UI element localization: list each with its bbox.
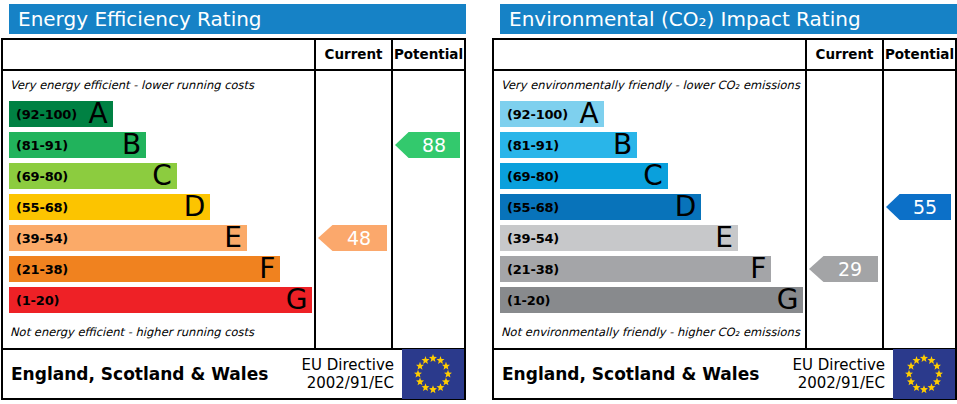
band-row-e: (39-54) E [500, 225, 805, 251]
eu-directive-label: EU Directive 2002/91/EC [302, 356, 394, 392]
band-range-label: (81-91) [9, 138, 68, 153]
band-bar: (92-100) A [9, 101, 113, 127]
current-rating-arrow: 48 [318, 225, 387, 251]
band-letter: F [259, 257, 280, 281]
band-row-g: (1-20) G [500, 287, 805, 313]
band-letter: D [675, 195, 702, 219]
band-range-label: (39-54) [9, 231, 68, 246]
potential-rating-arrow: 88 [395, 132, 460, 158]
rating-panel: Environmental (CO₂) Impact Rating Curren… [492, 4, 957, 400]
eu-directive-line2: 2002/91/EC [793, 374, 885, 392]
panel-title: Environmental (CO₂) Impact Rating [500, 4, 957, 34]
potential-value-column: 55 [882, 71, 955, 348]
band-chart-area: Very energy efficient - lower running co… [3, 71, 314, 348]
band-row-d: (55-68) D [500, 194, 805, 220]
band-row-f: (21-38) F [500, 256, 805, 282]
band-row-a: (92-100) A [500, 101, 805, 127]
table-corner-cell [3, 40, 314, 71]
band-range-label: (21-38) [9, 262, 68, 277]
band-letter: G [777, 288, 804, 312]
band-chart-area: Very environmentally friendly - lower CO… [494, 71, 805, 348]
band-range-label: (55-68) [9, 200, 68, 215]
eu-flag-icon [893, 349, 955, 399]
table-footer: England, Scotland & Wales EU Directive 2… [494, 348, 955, 398]
region-label: England, Scotland & Wales [3, 364, 302, 384]
band-bar: (1-20) G [500, 287, 803, 313]
potential-column-header: Potential [882, 40, 955, 71]
band-range-label: (92-100) [500, 107, 568, 122]
eu-directive-line2: 2002/91/EC [302, 374, 394, 392]
bottom-caption: Not energy efficient - higher running co… [10, 325, 254, 339]
band-row-c: (69-80) C [500, 163, 805, 189]
band-list: (92-100) A (81-91) B (69-80) C (55-68) D (39-54)… [500, 101, 805, 318]
band-bar: (21-38) F [500, 256, 771, 282]
band-letter: B [613, 133, 637, 157]
top-caption: Very environmentally friendly - lower CO… [501, 78, 800, 92]
bottom-caption: Not environmentally friendly - higher CO… [501, 325, 800, 339]
band-bar: (92-100) A [500, 101, 604, 127]
potential-column-header: Potential [391, 40, 464, 71]
band-range-label: (81-91) [500, 138, 559, 153]
band-row-e: (39-54) E [9, 225, 314, 251]
current-value-column: 29 [805, 71, 882, 348]
band-row-c: (69-80) C [9, 163, 314, 189]
band-letter: E [224, 226, 247, 250]
eu-directive-label: EU Directive 2002/91/EC [793, 356, 885, 392]
band-bar: (69-80) C [500, 163, 668, 189]
band-bar: (69-80) C [9, 163, 177, 189]
eu-flag-icon [402, 349, 464, 399]
band-letter: D [184, 195, 211, 219]
band-row-b: (81-91) B [500, 132, 805, 158]
band-letter: B [122, 133, 146, 157]
current-column-header: Current [805, 40, 882, 71]
band-letter: A [580, 102, 604, 126]
band-row-f: (21-38) F [9, 256, 314, 282]
eu-directive-line1: EU Directive [302, 356, 394, 374]
band-bar: (39-54) E [500, 225, 738, 251]
eu-directive-line1: EU Directive [793, 356, 885, 374]
band-range-label: (69-80) [9, 169, 68, 184]
rating-table: Current Potential Very environmentally f… [492, 38, 957, 400]
band-letter: A [89, 102, 113, 126]
band-range-label: (1-20) [9, 293, 59, 308]
rating-panel: Energy Efficiency Rating Current Potenti… [1, 4, 466, 400]
band-row-g: (1-20) G [9, 287, 314, 313]
band-range-label: (39-54) [500, 231, 559, 246]
band-range-label: (1-20) [500, 293, 550, 308]
band-bar: (55-68) D [9, 194, 210, 220]
rating-table: Current Potential Very energy efficient … [1, 38, 466, 400]
table-footer: England, Scotland & Wales EU Directive 2… [3, 348, 464, 398]
band-bar: (81-91) B [9, 132, 146, 158]
table-corner-cell [494, 40, 805, 71]
current-value-column: 48 [314, 71, 391, 348]
band-letter: G [286, 288, 313, 312]
panel-title: Energy Efficiency Rating [9, 4, 466, 34]
band-letter: C [643, 164, 668, 188]
band-row-b: (81-91) B [9, 132, 314, 158]
band-row-a: (92-100) A [9, 101, 314, 127]
band-range-label: (21-38) [500, 262, 559, 277]
band-range-label: (55-68) [500, 200, 559, 215]
band-bar: (55-68) D [500, 194, 701, 220]
potential-value-column: 88 [391, 71, 464, 348]
potential-rating-arrow: 55 [886, 194, 951, 220]
band-bar: (39-54) E [9, 225, 247, 251]
band-row-d: (55-68) D [9, 194, 314, 220]
band-bar: (21-38) F [9, 256, 280, 282]
band-range-label: (69-80) [500, 169, 559, 184]
band-bar: (1-20) G [9, 287, 312, 313]
current-column-header: Current [314, 40, 391, 71]
top-caption: Very energy efficient - lower running co… [10, 78, 254, 92]
band-bar: (81-91) B [500, 132, 637, 158]
band-list: (92-100) A (81-91) B (69-80) C (55-68) D (39-54)… [9, 101, 314, 318]
current-rating-arrow: 29 [809, 256, 878, 282]
band-letter: F [750, 257, 771, 281]
region-label: England, Scotland & Wales [494, 364, 793, 384]
band-range-label: (92-100) [9, 107, 77, 122]
band-letter: E [715, 226, 738, 250]
band-letter: C [152, 164, 177, 188]
